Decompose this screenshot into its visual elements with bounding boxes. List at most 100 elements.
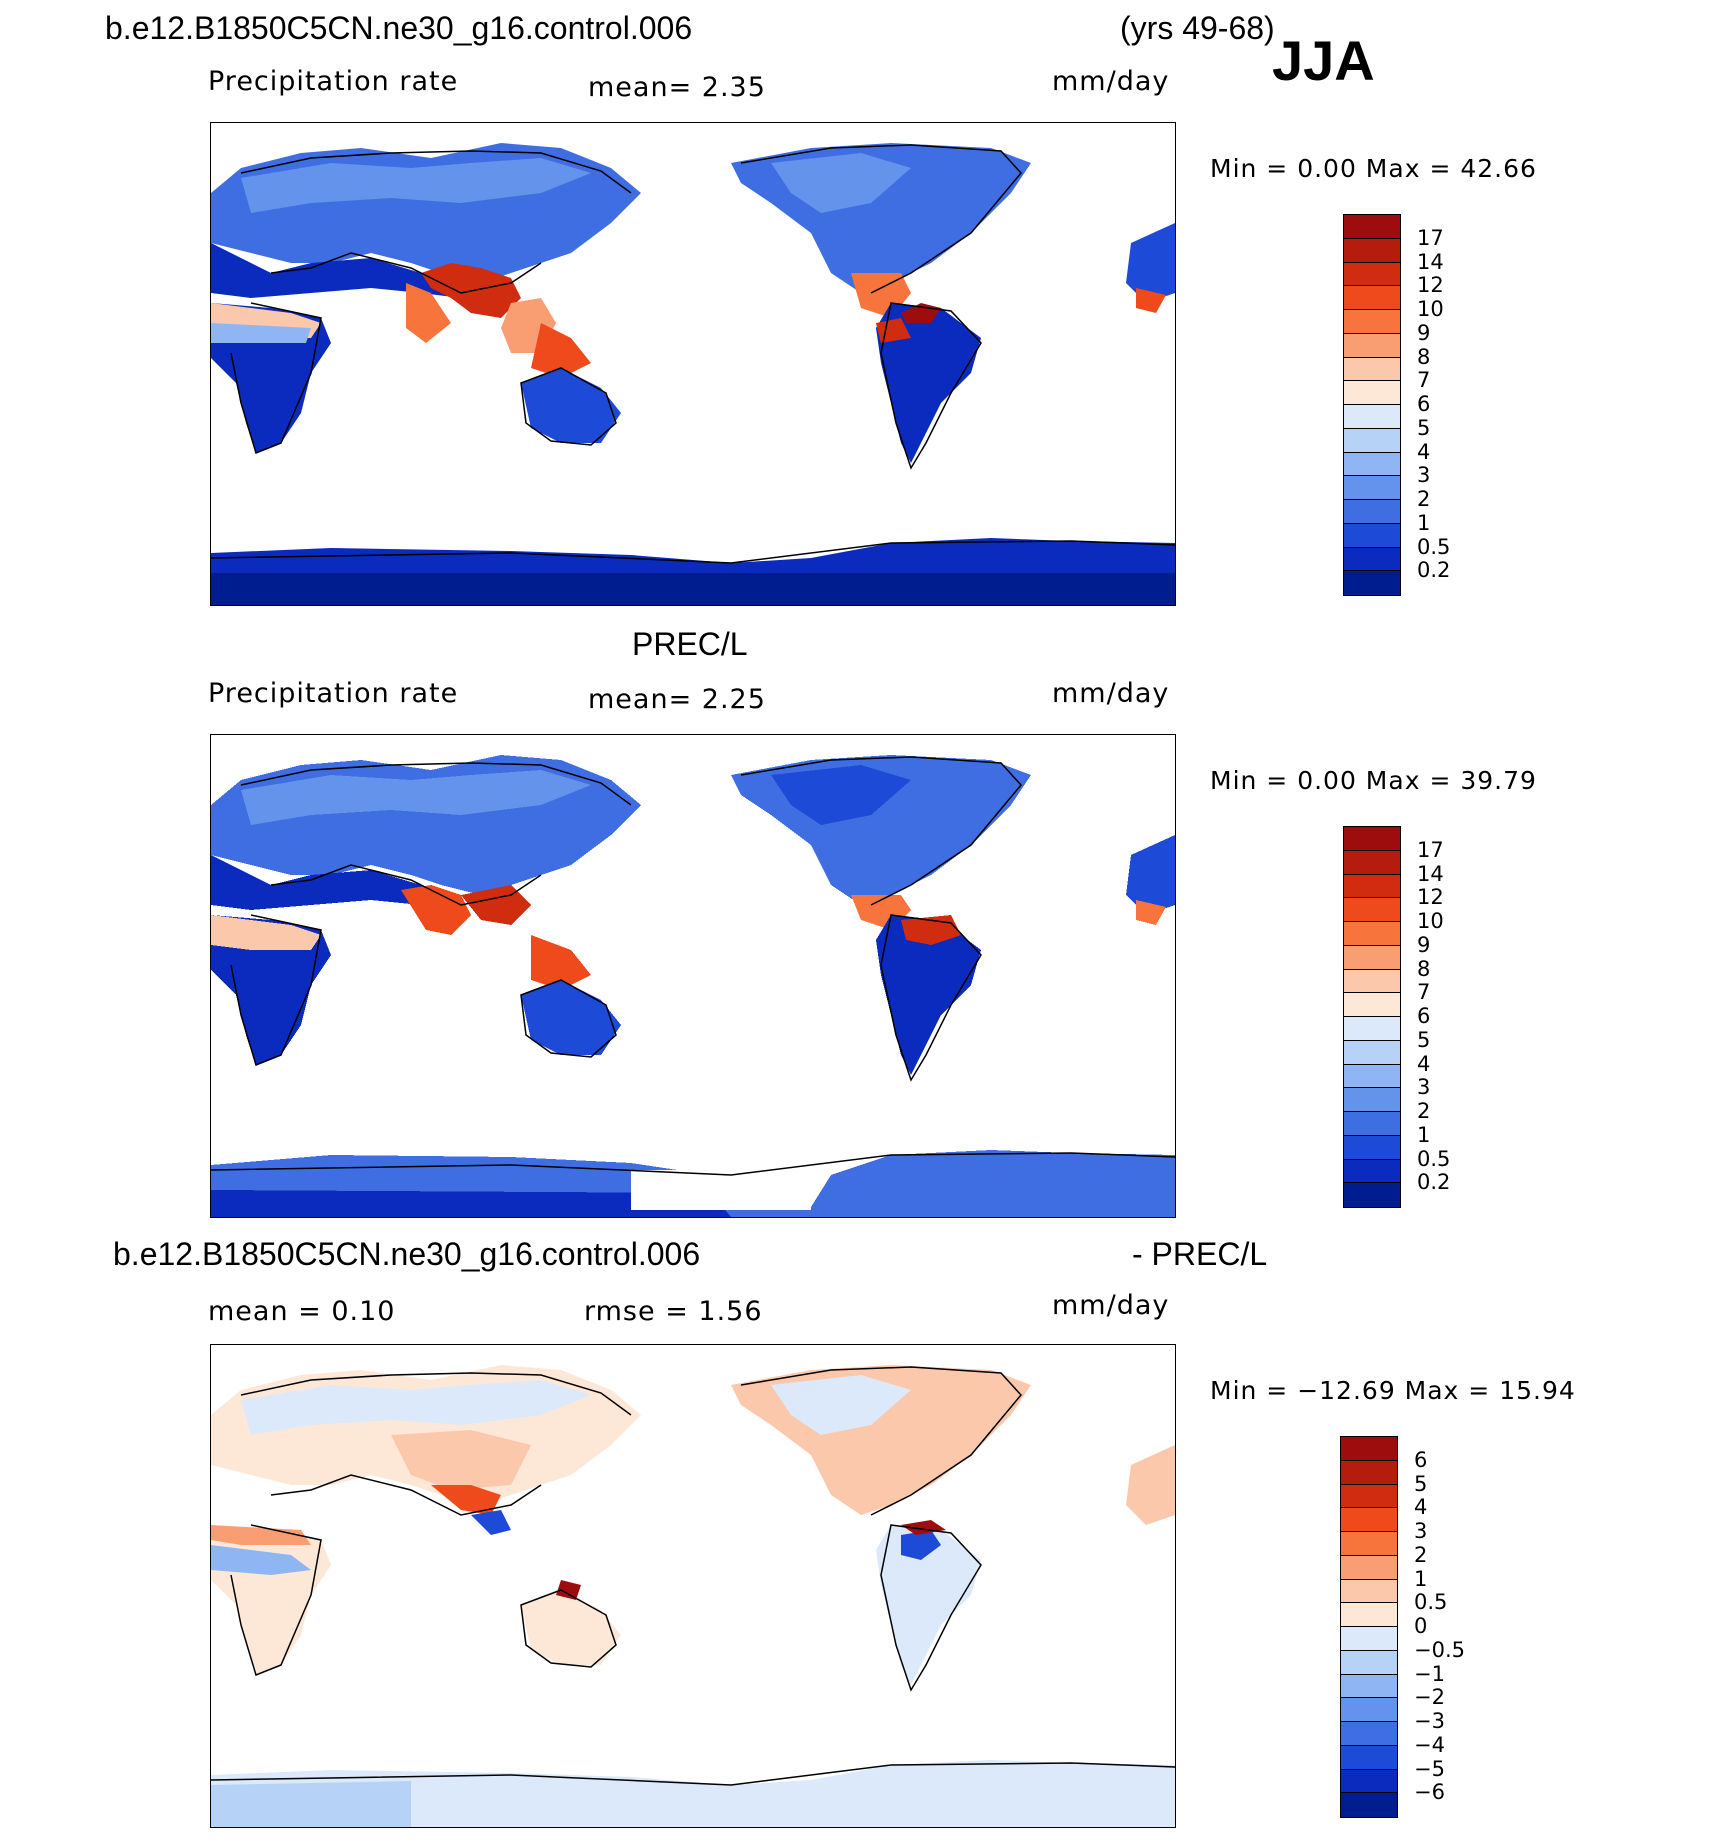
colorbar-swatch: [1344, 262, 1400, 287]
colorbar-tick-label: 10: [1417, 909, 1444, 933]
colorbar-swatch: [1344, 898, 1400, 922]
colorbar-tick-label: 14: [1417, 861, 1444, 886]
colorbar-swatch: [1344, 381, 1400, 405]
colorbar-swatch: [1341, 1769, 1397, 1794]
colorbar-tick-label: −1: [1414, 1661, 1445, 1686]
colorbar-tick-label: 4: [1417, 1051, 1431, 1076]
colorbar-tick-label: 12: [1417, 273, 1444, 298]
colorbar-swatch: [1341, 1555, 1397, 1580]
colorbar-swatch: [1341, 1793, 1397, 1817]
colorbar-swatch: [1341, 1722, 1397, 1746]
colorbar-tick-label: 4: [1417, 439, 1431, 464]
colorbar-swatch: [1341, 1508, 1397, 1532]
colorbar-swatch: [1344, 850, 1400, 875]
panel3-rmse: rmse = 1.56: [584, 1296, 763, 1327]
panel2-variable: Precipitation rate: [208, 678, 459, 709]
colorbar-swatch: [1344, 1040, 1400, 1065]
panel1-map: [210, 122, 1176, 606]
colorbar-tick-label: 7: [1417, 368, 1431, 393]
colorbar-tick-label: 8: [1417, 956, 1431, 981]
colorbar-tick-label: 14: [1417, 249, 1444, 274]
colorbar-swatch: [1344, 500, 1400, 524]
panel1-mean: mean= 2.35: [588, 72, 766, 103]
panel1-variable: Precipitation rate: [208, 66, 459, 97]
colorbar-swatch: [1344, 969, 1400, 994]
colorbar-tick-label: 0.5: [1414, 1590, 1448, 1615]
panel2-mean: mean= 2.25: [588, 684, 766, 715]
colorbar-swatch: [1341, 1650, 1397, 1675]
colorbar-tick-label: 12: [1417, 885, 1444, 910]
colorbar-tick-label: 5: [1414, 1471, 1428, 1496]
colorbar-swatch: [1344, 874, 1400, 899]
colorbar-swatch: [1341, 1627, 1397, 1651]
case-title: b.e12.B1850C5CN.ne30_g16.control.006: [105, 10, 693, 46]
colorbar-tick-label: 3: [1417, 1075, 1431, 1100]
colorbar-swatch: [1344, 405, 1400, 429]
colorbar-swatch: [1344, 547, 1400, 572]
panel2-map-svg: [211, 755, 1175, 1217]
colorbar-swatch: [1341, 1745, 1397, 1770]
colorbar-swatch: [1341, 1437, 1397, 1461]
panel2-colorbar: [1343, 826, 1401, 1208]
colorbar-swatch: [1344, 1159, 1400, 1184]
panel3-title: b.e12.B1850C5CN.ne30_g16.control.006: [113, 1236, 701, 1272]
colorbar-swatch: [1344, 523, 1400, 548]
panel2-precip-field: [211, 755, 1175, 1217]
panel2-coastlines: [211, 756, 1175, 1176]
colorbar-swatch: [1341, 1484, 1397, 1509]
panel1-minmax: Min = 0.00 Max = 42.66: [1210, 154, 1537, 183]
colorbar-tick-label: 4: [1414, 1495, 1428, 1520]
colorbar-tick-label: 3: [1414, 1519, 1428, 1543]
colorbar-tick-label: 9: [1417, 320, 1431, 345]
colorbar-swatch: [1344, 1183, 1400, 1207]
panel1-map-svg: [211, 143, 1175, 605]
panel1-coastlines: [211, 144, 1175, 564]
colorbar-tick-label: 3: [1417, 463, 1431, 488]
panel3-diff-field: [211, 1365, 1175, 1827]
colorbar-tick-label: 1: [1417, 1122, 1431, 1147]
colorbar-swatch: [1344, 310, 1400, 334]
panel2-title: PREC/L: [632, 626, 748, 662]
colorbar-tick-label: 0.5: [1417, 534, 1451, 559]
colorbar-swatch: [1344, 286, 1400, 310]
panel3-mean: mean = 0.10: [208, 1296, 396, 1327]
colorbar-tick-label: 0.2: [1417, 558, 1451, 583]
panel3-minmax: Min = −12.69 Max = 15.94: [1210, 1376, 1576, 1405]
colorbar-swatch: [1344, 476, 1400, 500]
colorbar-tick-label: 5: [1417, 415, 1431, 440]
panel3-map: [210, 1344, 1176, 1828]
colorbar-swatch: [1344, 428, 1400, 453]
colorbar-swatch: [1341, 1460, 1397, 1485]
colorbar-swatch: [1344, 333, 1400, 358]
colorbar-swatch: [1344, 1088, 1400, 1112]
colorbar-tick-label: 0.5: [1417, 1146, 1451, 1171]
panel3-coastlines: [211, 1366, 1175, 1786]
colorbar-tick-label: 6: [1417, 392, 1431, 416]
colorbar-tick-label: 17: [1417, 837, 1444, 862]
colorbar-swatch: [1344, 922, 1400, 946]
colorbar-tick-label: 7: [1417, 980, 1431, 1005]
colorbar-swatch: [1344, 571, 1400, 595]
colorbar-tick-label: 5: [1417, 1027, 1431, 1052]
colorbar-tick-label: 17: [1417, 225, 1444, 250]
colorbar-tick-label: 9: [1417, 932, 1431, 957]
colorbar-tick-label: −6: [1414, 1780, 1445, 1805]
colorbar-tick-label: −2: [1414, 1685, 1445, 1710]
panel3-map-svg: [211, 1365, 1175, 1827]
panel2-map: [210, 734, 1176, 1218]
colorbar-swatch: [1341, 1579, 1397, 1604]
panel2-minmax: Min = 0.00 Max = 39.79: [1210, 766, 1537, 795]
colorbar-tick-label: −5: [1414, 1756, 1445, 1781]
panel1-colorbar: [1343, 214, 1401, 596]
colorbar-tick-label: 2: [1417, 1099, 1431, 1123]
colorbar-tick-label: 8: [1417, 344, 1431, 369]
colorbar-tick-label: 2: [1414, 1542, 1428, 1567]
colorbar-tick-label: 1: [1414, 1566, 1428, 1591]
colorbar-swatch: [1344, 1135, 1400, 1160]
colorbar-tick-label: 10: [1417, 297, 1444, 321]
panel3-title-right: - PREC/L: [1132, 1236, 1268, 1272]
colorbar-tick-label: 0: [1414, 1614, 1428, 1638]
colorbar-swatch: [1344, 1112, 1400, 1136]
colorbar-tick-label: −3: [1414, 1709, 1445, 1733]
colorbar-tick-label: −4: [1414, 1732, 1445, 1757]
